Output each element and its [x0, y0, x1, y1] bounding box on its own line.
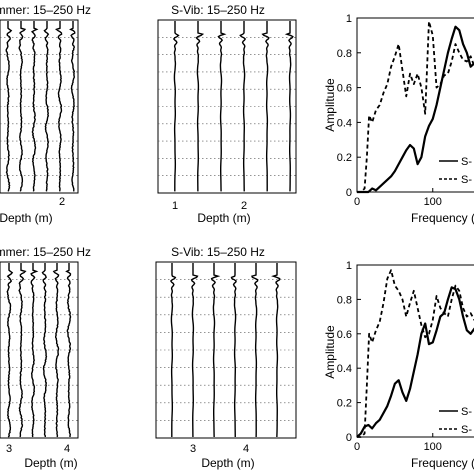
seismic-trace — [239, 21, 247, 192]
tick-label-x: 3 — [190, 443, 196, 455]
tick-label-x: 0 — [354, 196, 360, 208]
x-axis-label: Frequency ( — [411, 211, 474, 225]
panel-title: S-Vib: 15–250 Hz — [171, 245, 265, 259]
seismic-trace — [6, 263, 14, 438]
seismic-trace — [18, 263, 27, 438]
series-line-solid — [356, 286, 474, 438]
tick-label-y: 0.4 — [337, 363, 352, 375]
seismic-trace — [261, 21, 270, 192]
seismic-trace — [69, 21, 76, 192]
tick-label-y: 0.4 — [337, 117, 352, 129]
tick-label-x: 0 — [354, 441, 360, 453]
seismic-trace — [230, 263, 237, 438]
tick-label-y: 1 — [346, 13, 352, 25]
panel-top-middle: S-Vib: 15–250 Hz 1 2 Depth (m) — [157, 3, 297, 225]
legend-label: S- — [461, 174, 472, 186]
seismic-trace — [30, 263, 39, 438]
seismic-trace — [271, 263, 281, 438]
plot-frame — [356, 17, 474, 193]
tick-label-x: 1 — [172, 200, 178, 212]
panel-top-left: ammer: 15–250 Hz 2 Depth (m) — [0, 3, 91, 225]
legend-label: S- — [461, 424, 472, 436]
y-axis-label: Amplitude — [323, 325, 337, 379]
legend-label: S- — [461, 156, 472, 168]
tick-label-x: 4 — [243, 443, 249, 455]
tick-label-y: 0.8 — [337, 294, 352, 306]
seismic-trace — [5, 21, 13, 192]
x-axis-label: Frequency ( — [411, 456, 474, 470]
tick-label-x: 2 — [59, 196, 65, 208]
tick-label-y: 1 — [346, 260, 352, 272]
panel-bottom-middle: S-Vib: 15–250 Hz 3 4 Depth (m) — [155, 245, 297, 470]
tick-label-y: 0.6 — [337, 83, 352, 95]
seismic-trace — [52, 263, 60, 438]
plot-frame — [0, 261, 79, 439]
seismic-trace — [251, 263, 259, 438]
tick-label-x: 2 — [241, 200, 247, 212]
seismic-trace — [65, 263, 72, 438]
tick-label-y: 0 — [346, 432, 352, 444]
seismic-trace — [172, 21, 180, 192]
panel-bottom-right: 0 0.2 0.4 0.6 0.8 1 0 100 S- S- Amplitude Frequen… — [323, 260, 474, 470]
panel-title: S-Vib: 15–250 Hz — [171, 3, 265, 17]
series-line-dashed — [357, 269, 474, 438]
x-axis-label: Depth (m) — [201, 456, 254, 470]
seismic-trace — [30, 21, 39, 192]
tick-label-x: 3 — [6, 443, 12, 455]
plot-frame — [0, 19, 79, 194]
tick-label-y: 0.8 — [337, 48, 352, 60]
seismic-trace — [169, 263, 177, 437]
series-line-dashed — [357, 20, 474, 193]
tick-label-x: 100 — [424, 441, 442, 453]
seismic-trace — [217, 21, 227, 192]
panel-top-right: 0 0.2 0.4 0.6 0.8 1 0 100 S- S- Amplitude Frequen… — [323, 13, 474, 225]
tick-label-y: 0.2 — [337, 152, 352, 164]
seismic-trace — [190, 263, 199, 438]
plot-frame — [356, 264, 474, 438]
tick-label-x: 4 — [64, 443, 70, 455]
y-axis-label: Amplitude — [323, 78, 337, 132]
panel-bottom-left: ammer: 15–250 Hz 3 4 Depth (m) — [0, 245, 91, 470]
x-axis-label: Depth (m) — [0, 211, 53, 225]
series-line-solid — [357, 25, 474, 194]
seismic-trace — [284, 21, 294, 192]
tick-label-y: 0.2 — [337, 398, 352, 410]
seismic-trace — [195, 21, 205, 192]
seismic-trace — [18, 21, 27, 192]
panel-title: ammer: 15–250 Hz — [0, 3, 91, 17]
seismic-trace — [210, 263, 221, 438]
panel-title: ammer: 15–250 Hz — [0, 245, 91, 259]
seismic-trace — [55, 21, 63, 192]
seismic-trace — [43, 21, 50, 192]
tick-label-y: 0.6 — [337, 329, 352, 341]
seismic-trace — [41, 263, 48, 438]
x-axis-label: Depth (m) — [197, 211, 250, 225]
legend-label: S- — [461, 406, 472, 418]
tick-label-y: 0 — [346, 187, 352, 199]
tick-label-x: 100 — [424, 196, 442, 208]
x-axis-label: Depth (m) — [24, 456, 77, 470]
